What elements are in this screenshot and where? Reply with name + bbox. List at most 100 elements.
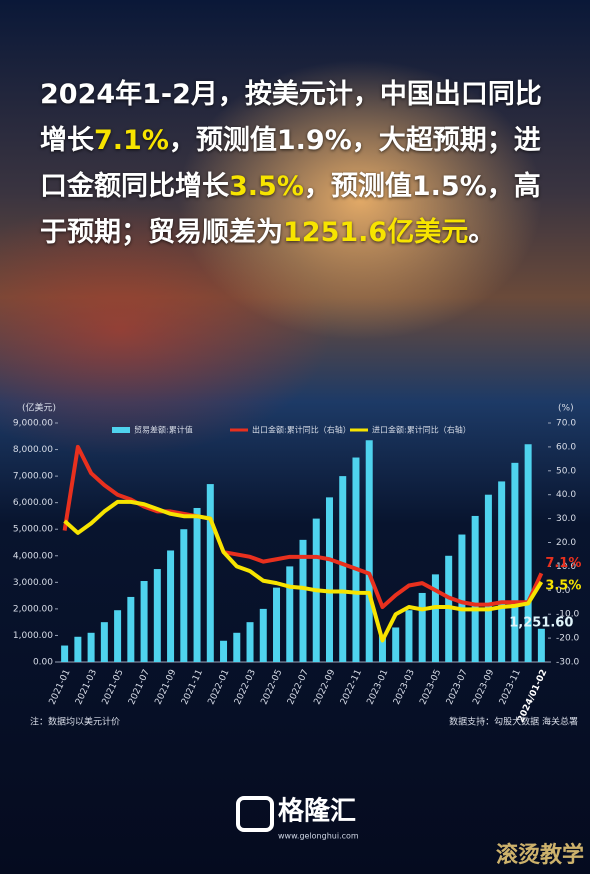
headline-part: 1251.6亿美元 [283,217,469,248]
bar [246,622,254,662]
bar [484,494,492,662]
y-tick-label: 0.00 [33,658,53,668]
bar [140,581,148,662]
bar [392,627,400,662]
logo-url: www.gelonghui.com [278,832,359,841]
x-tick-label: 2023-05 [418,668,443,706]
headline-part: 。 [468,217,496,248]
x-tick-label: 2023-01 [365,668,390,706]
bar [498,481,506,662]
y2-tick-label: 20.0 [556,538,576,548]
bar [352,457,360,662]
bar [180,529,188,662]
legend-label: 贸易差额:累计值 [134,425,193,435]
headline-part: ，预测值1.9%，大超预期；进口金额同比增长 [40,125,541,202]
y-tick-label: 1,000.00 [13,631,53,641]
bar [127,596,135,662]
bar [537,628,545,662]
bar [418,592,426,662]
bar [405,610,413,662]
x-tick-label: 2022-09 [313,668,338,707]
x-tick-label: 2021-03 [74,668,99,706]
y2-tick-label: 60.0 [556,442,576,452]
y2-unit: (%) [558,404,574,414]
y-tick-label: 4,000.00 [13,551,53,561]
legend-label: 出口金额:累计同比（右轴） [252,425,351,435]
y2-tick-label: 40.0 [556,490,576,500]
bar [167,550,175,662]
line [62,444,544,610]
value-label: 3.5% [545,578,581,593]
x-tick-label: 2023-03 [392,668,417,706]
bar [220,640,228,662]
x-tick-label: 2021-11 [180,668,205,706]
y2-tick-label: -10.0 [556,610,580,620]
headline: 2024年1-2月，按美元计，中国出口同比增长7.1%，预测值1.9%，大超预期… [40,72,555,256]
bar [273,587,281,662]
bar [206,484,214,662]
bar [61,645,69,662]
x-tick-label: 2021-07 [127,668,152,706]
y-tick-label: 3,000.00 [13,578,53,588]
x-tick-label: 2023-09 [471,668,496,707]
logo-name: 格隆汇 [278,796,356,827]
y-tick-label: 2,000.00 [13,604,53,614]
x-tick-label: 2022-05 [260,668,285,706]
bar [511,462,519,662]
headline-part: ，预测值1.5%，高于预期；贸易顺差为 [40,171,541,248]
y-tick-label: 6,000.00 [13,498,53,508]
bar [325,497,333,662]
x-tick-label: 2023-11 [498,668,523,706]
note: 注：数据均以美元计价 [30,716,120,728]
y2-tick-label: 70.0 [556,419,576,429]
x-tick-label: 2022-03 [233,668,258,706]
x-tick-label: 2023-07 [445,668,470,706]
bar [524,444,532,662]
bar [153,569,161,662]
source: 数据支持：勾股大数据 海关总署 [449,716,578,728]
bar [471,515,479,662]
headline-part: 7.1% [94,125,169,156]
y2-tick-label: 50.0 [556,466,576,476]
y-tick-label: 9,000.00 [13,419,53,429]
logo-icon [236,796,274,832]
x-tick-label: 2021-01 [48,668,73,706]
x-tick-label: 2022-01 [207,668,232,706]
bar [87,632,95,662]
x-tick-label: 2021-09 [154,668,179,707]
bar [193,507,201,662]
y2-tick-label: 30.0 [556,514,576,524]
y2-tick-label: -30.0 [556,658,580,668]
bar [431,574,439,662]
y-tick-label: 5,000.00 [13,525,53,535]
bar [74,636,82,662]
bar [233,632,241,662]
legend-label: 进口金额:累计同比（右轴） [372,425,471,435]
value-label: 1,251.60 [509,615,573,630]
headline-part: 2024年1-2月，按美元计，中国出口同比增长 [40,79,542,156]
x-tick-label: 2022-07 [286,668,311,706]
x-tick-label: 2024/01-02 [516,668,549,724]
headline-part: 3.5% [229,171,304,202]
y2-tick-label: 10.0 [556,562,576,572]
y2-tick-label: 0.0 [556,586,571,596]
bar [378,635,386,662]
bar [458,534,466,662]
bar [339,476,347,662]
watermark: 滚烫教学 [496,842,584,868]
legend-swatch [112,427,130,433]
y2-tick-label: -20.0 [556,634,580,644]
bar [114,610,122,662]
y-tick-label: 8,000.00 [13,445,53,455]
bar [299,539,307,662]
bar [365,440,373,662]
bar [259,608,267,662]
bar [100,622,108,662]
bar [286,566,294,662]
x-tick-label: 2021-05 [101,668,126,706]
line [63,499,544,643]
value-label: 7.1% [545,556,581,571]
